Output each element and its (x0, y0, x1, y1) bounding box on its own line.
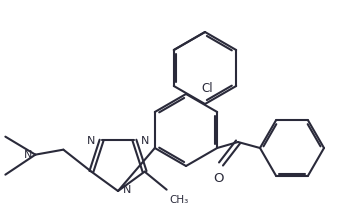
Text: Cl: Cl (201, 82, 213, 95)
Text: N: N (123, 185, 131, 195)
Text: CH₃: CH₃ (170, 195, 189, 205)
Text: N: N (24, 150, 32, 160)
Text: O: O (214, 172, 224, 185)
Text: N: N (140, 136, 149, 146)
Text: N: N (87, 136, 96, 146)
